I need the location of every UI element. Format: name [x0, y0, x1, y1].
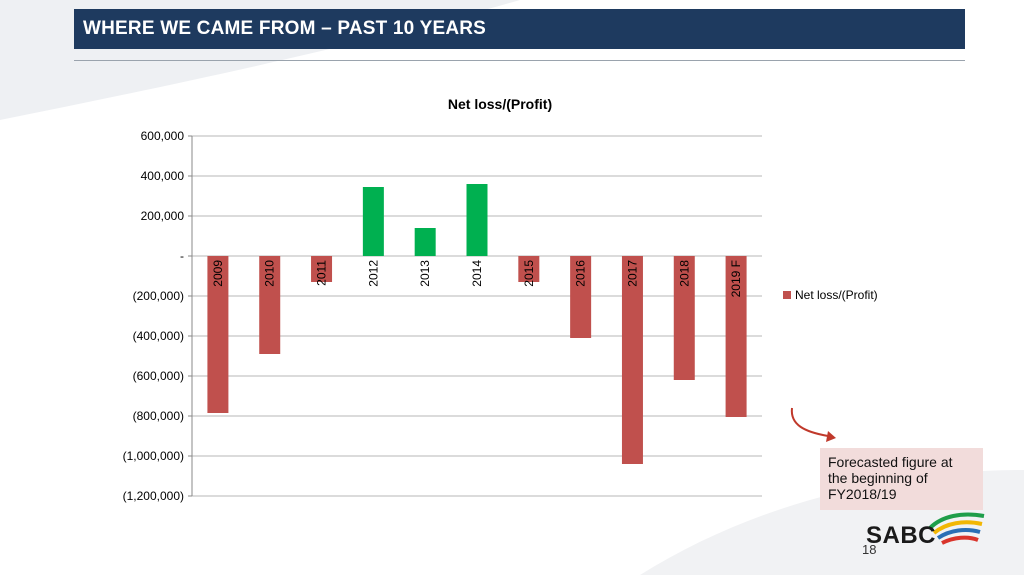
bar-2015: [518, 256, 540, 282]
y-axis-labels: 600,000 400,000 200,000 - (200,000) (400,000)…: [123, 129, 185, 503]
x-tick-label: 2019 F: [729, 260, 743, 297]
x-tick-label: 2014: [470, 260, 484, 287]
legend-swatch: [783, 291, 791, 299]
title-divider: [74, 60, 965, 61]
y-tick-label: 600,000: [141, 129, 185, 143]
y-tick-label: (200,000): [133, 289, 184, 303]
x-tick-label: 2017: [625, 260, 639, 287]
bar-2018: [673, 256, 695, 380]
sabc-logo: SABC: [862, 508, 992, 563]
bar-2014: [466, 184, 488, 256]
chart-legend: Net loss/(Profit): [783, 288, 878, 302]
y-tick-label: (400,000): [133, 329, 184, 343]
bar-2019-f: [725, 256, 747, 417]
legend-label: Net loss/(Profit): [795, 288, 878, 302]
x-tick-label: 2016: [574, 260, 588, 287]
y-tick-label: (1,000,000): [123, 449, 184, 463]
y-tick-label: (1,200,000): [123, 489, 184, 503]
logo-text: SABC: [866, 522, 937, 549]
x-tick-label: 2009: [211, 260, 225, 287]
title-bar: WHERE WE CAME FROM – PAST 10 YEARS: [74, 9, 965, 49]
chart-bars: [207, 184, 747, 464]
forecast-callout: Forecasted figure at the beginning of FY…: [820, 448, 983, 510]
y-tick-label: (600,000): [133, 369, 184, 383]
y-tick-label: -: [180, 249, 184, 263]
y-tick-label: 400,000: [141, 169, 185, 183]
bar-2016: [570, 256, 592, 338]
x-tick-label: 2011: [315, 260, 329, 286]
x-tick-label: 2018: [677, 260, 691, 287]
bar-2010: [259, 256, 281, 354]
chart-title: Net loss/(Profit): [448, 96, 552, 112]
bar-2011: [311, 256, 333, 282]
page-title: WHERE WE CAME FROM – PAST 10 YEARS: [83, 18, 487, 39]
x-axis-labels: 2009 2010 2011 2012 2013 2014 2015 2016 2017 2018…: [211, 260, 743, 298]
x-tick-label: 2012: [366, 260, 380, 287]
y-tick-label: 200,000: [141, 209, 185, 223]
bar-2017: [621, 256, 643, 464]
bar-2009: [207, 256, 229, 413]
x-tick-label: 2013: [418, 260, 432, 287]
x-tick-label: 2015: [522, 260, 536, 287]
page-number: 18: [862, 542, 877, 557]
y-tick-label: (800,000): [133, 409, 184, 423]
x-tick-label: 2010: [263, 260, 277, 287]
bar-2013: [414, 228, 436, 256]
bar-2012: [362, 187, 384, 256]
